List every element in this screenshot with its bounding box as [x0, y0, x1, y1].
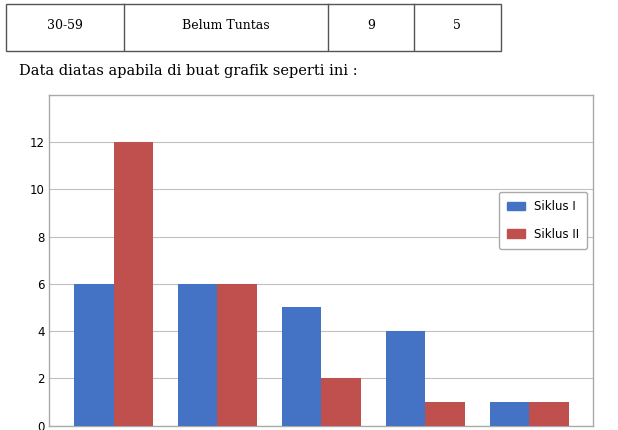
Bar	[425, 402, 465, 426]
Bar	[74, 284, 114, 426]
Bar	[114, 142, 153, 426]
Bar	[321, 378, 361, 426]
Bar	[178, 284, 218, 426]
Text: 30-59: 30-59	[47, 19, 83, 32]
Text: 9: 9	[367, 19, 375, 32]
Bar	[218, 284, 257, 426]
Text: 5: 5	[454, 19, 461, 32]
Text: Data diatas apabila di buat grafik seperti ini :: Data diatas apabila di buat grafik seper…	[19, 64, 357, 78]
Bar	[529, 402, 569, 426]
Text: Belum Tuntas: Belum Tuntas	[182, 19, 269, 32]
Bar	[386, 331, 425, 426]
Bar	[489, 402, 529, 426]
Bar	[6, 4, 501, 51]
Legend: Siklus I, Siklus II: Siklus I, Siklus II	[499, 192, 587, 249]
Bar	[282, 307, 321, 426]
